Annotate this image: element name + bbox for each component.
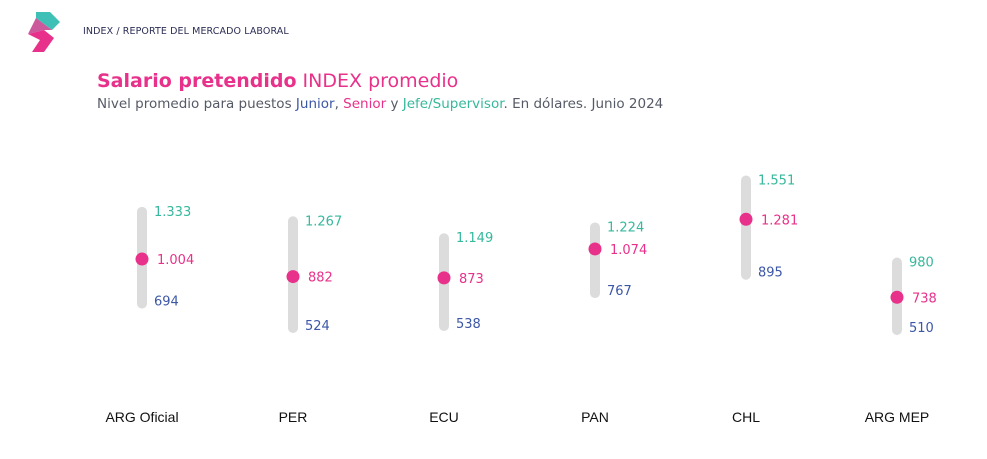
jefe-value-label: 1.224: [607, 220, 644, 235]
subtitle-prefix: Nivel promedio para puestos: [97, 96, 296, 112]
subtitle-junior: Junior: [295, 96, 335, 112]
jefe-value-label: 1.149: [456, 231, 493, 246]
category-label: PER: [279, 409, 308, 425]
title-rest: INDEX promedio: [296, 70, 459, 92]
senior-dot: [739, 212, 753, 226]
subtitle-sep2: y: [386, 96, 403, 112]
senior-dot: [437, 271, 451, 285]
senior-value-label: 738: [912, 291, 937, 306]
senior-value-label: 1.281: [761, 213, 798, 228]
index-logo: [28, 12, 60, 52]
title-bold: Salario pretendido: [97, 70, 297, 92]
chart-title: Salario pretendido INDEX promedio: [97, 70, 458, 92]
category-label: ECU: [429, 409, 459, 425]
jefe-value-label: 1.267: [305, 214, 342, 229]
jefe-value-label: 1.333: [154, 205, 191, 220]
subtitle-sep1: ,: [334, 96, 344, 112]
senior-value-label: 873: [459, 272, 484, 287]
junior-value-label: 510: [909, 321, 934, 336]
subtitle-jefe: Jefe/Supervisor: [402, 96, 504, 112]
junior-value-label: 694: [154, 295, 179, 310]
junior-value-label: 767: [607, 284, 632, 299]
senior-value-label: 882: [308, 271, 333, 286]
senior-dot: [588, 242, 602, 256]
senior-value-label: 1.004: [157, 253, 194, 268]
senior-dot: [135, 252, 149, 266]
senior-value-label: 1.074: [610, 243, 647, 258]
chart-subtitle: Nivel promedio para puestos Junior, Seni…: [97, 96, 663, 112]
subtitle-senior: Senior: [343, 96, 387, 112]
senior-dot: [286, 270, 300, 284]
category-label: ARG MEP: [865, 409, 930, 425]
junior-value-label: 524: [305, 319, 330, 334]
junior-value-label: 538: [456, 317, 481, 332]
jefe-value-label: 980: [909, 256, 934, 271]
junior-value-label: 895: [758, 266, 783, 281]
jefe-value-label: 1.551: [758, 174, 795, 189]
category-label: ARG Oficial: [105, 409, 178, 425]
subtitle-suffix: . En dólares. Junio 2024: [503, 96, 664, 112]
breadcrumb: INDEX / REPORTE DEL MERCADO LABORAL: [83, 26, 289, 37]
category-label: PAN: [581, 409, 609, 425]
senior-dot: [890, 290, 904, 304]
category-label: CHL: [732, 409, 760, 425]
